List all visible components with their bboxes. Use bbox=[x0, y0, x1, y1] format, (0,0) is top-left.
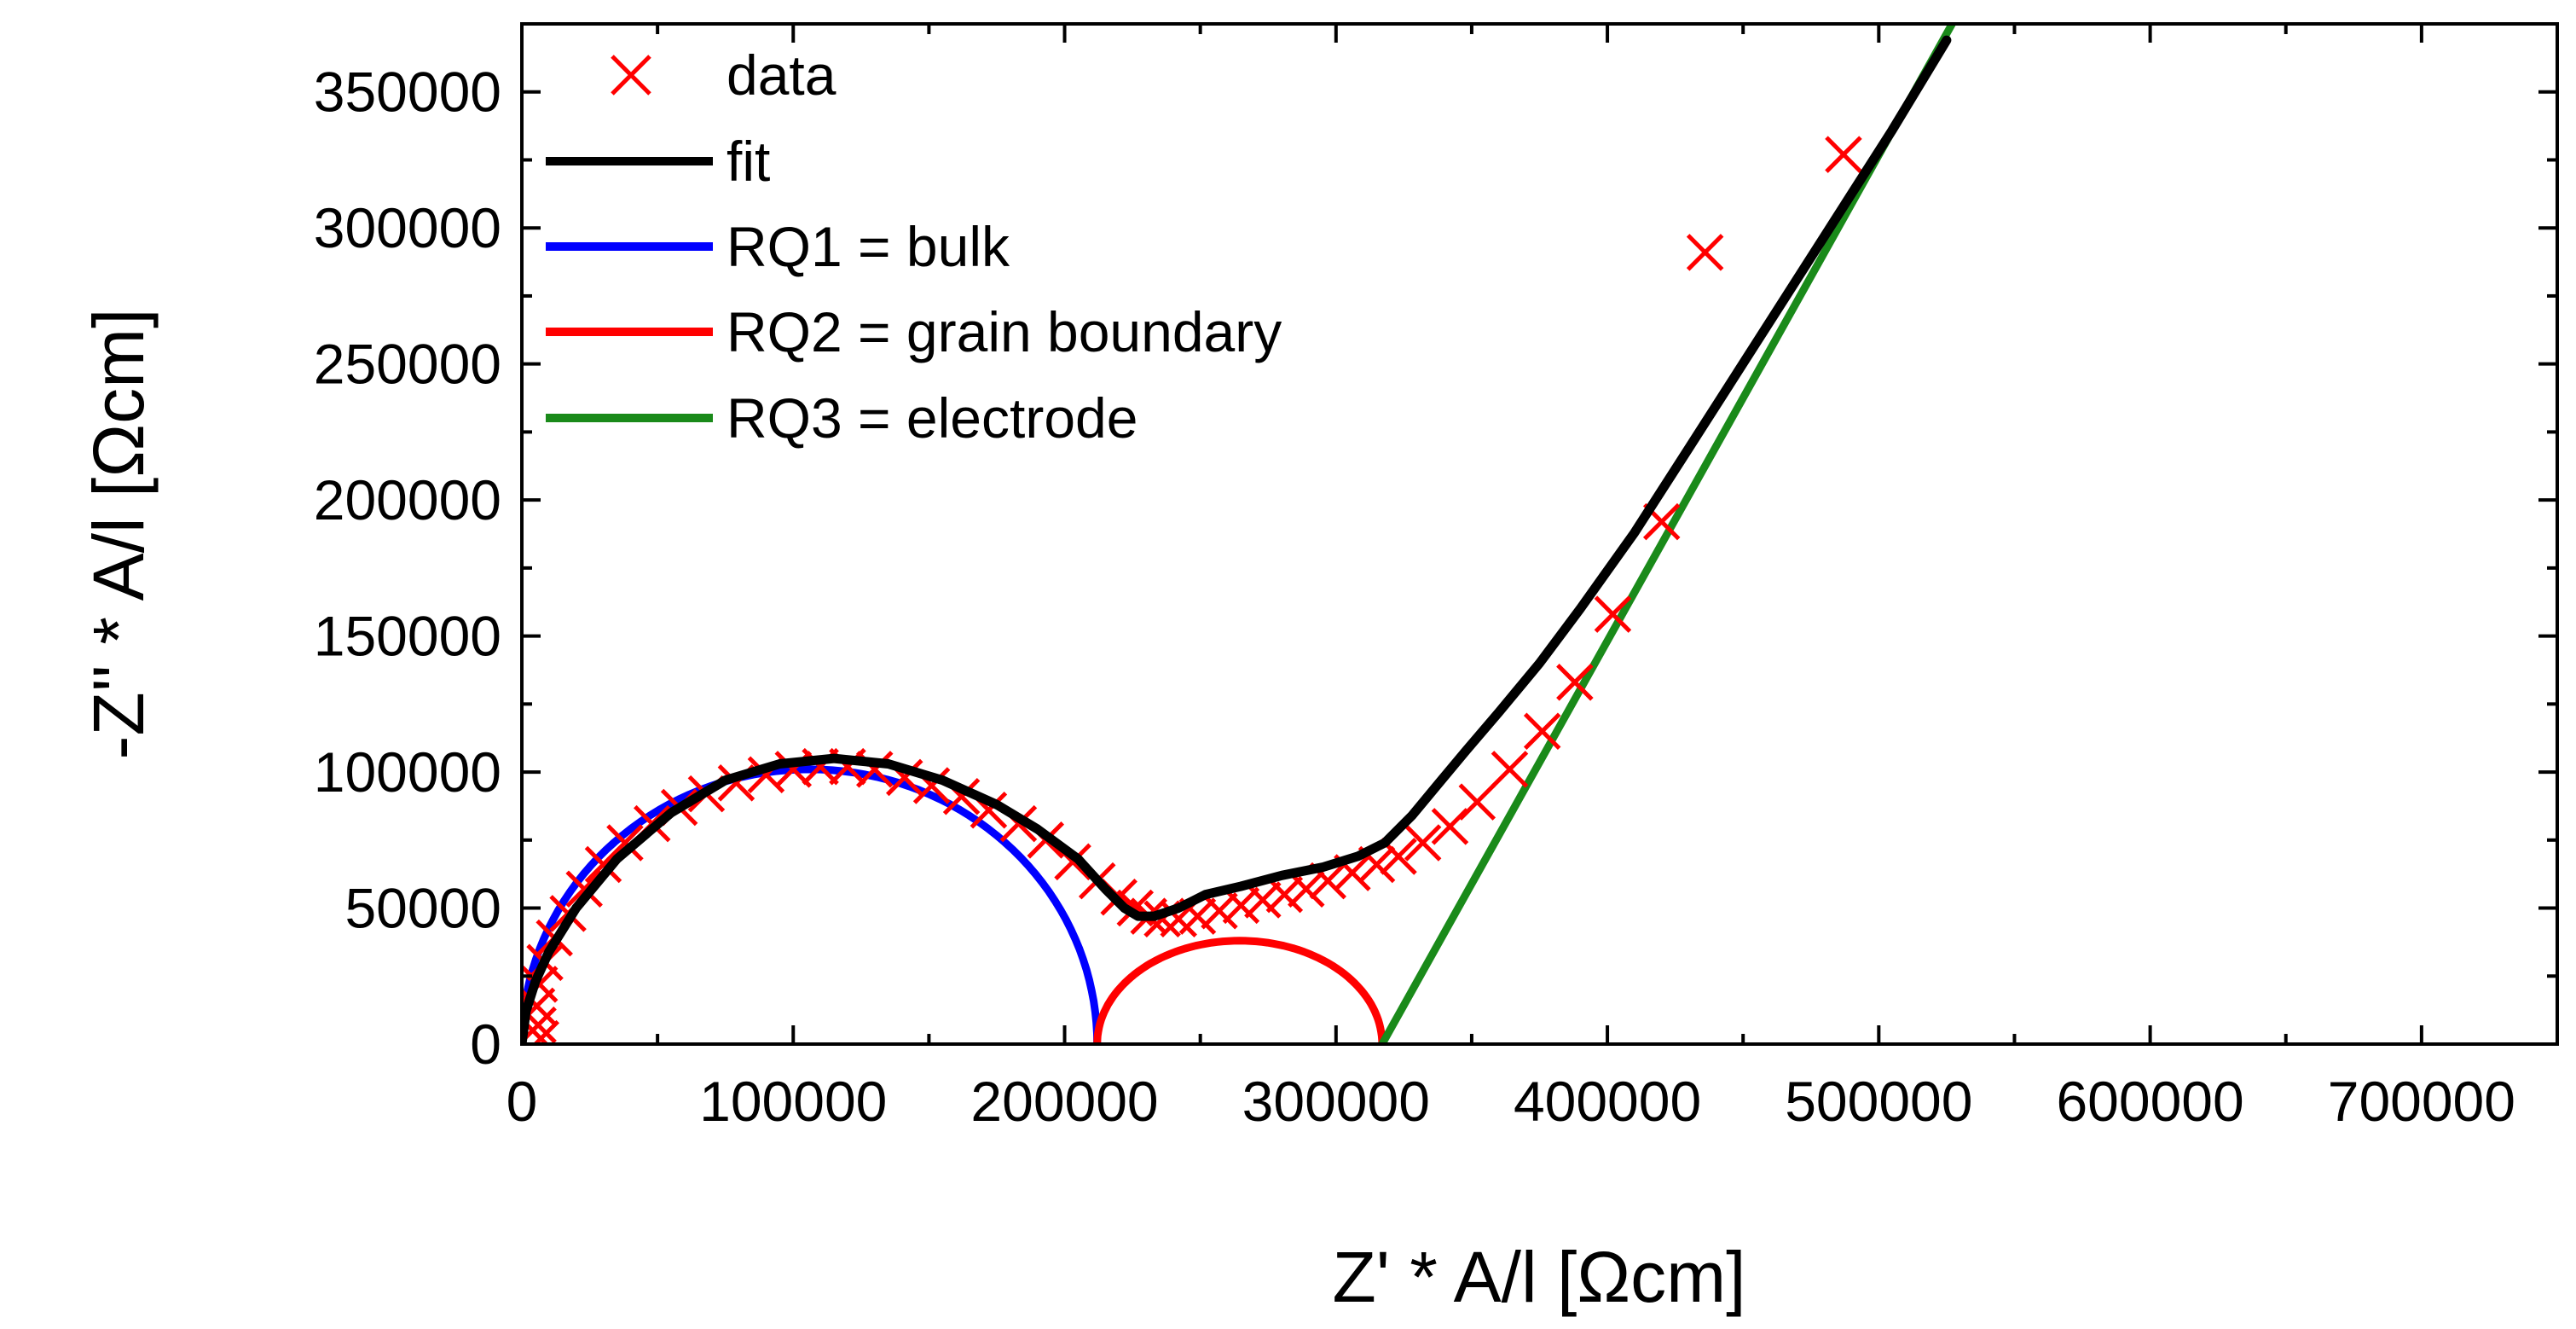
data-point bbox=[1491, 751, 1529, 788]
y-tick-label: 350000 bbox=[314, 61, 501, 124]
data-point bbox=[1523, 712, 1561, 750]
plot-frame bbox=[520, 22, 2559, 1046]
x-tick-label: 200000 bbox=[970, 1070, 1158, 1133]
x-tick-label: 300000 bbox=[1242, 1070, 1430, 1133]
x-tick-label: 500000 bbox=[1785, 1070, 1972, 1133]
legend-marker-data bbox=[611, 55, 651, 96]
x-axis-title: Z' * A/l [Ωcm] bbox=[1333, 1237, 1746, 1317]
y-axis-title: -Z'' * A/l [Ωcm] bbox=[78, 309, 159, 760]
legend-label: RQ2 = grain boundary bbox=[726, 300, 1282, 363]
x-tick-label: 0 bbox=[507, 1070, 538, 1133]
x-tick-label: 600000 bbox=[2056, 1070, 2243, 1133]
x-tick-label: 400000 bbox=[1514, 1070, 1701, 1133]
legend-label: RQ1 = bulk bbox=[726, 215, 1010, 278]
data-point bbox=[522, 1019, 560, 1044]
data-point bbox=[1594, 595, 1632, 633]
legend-label: fit bbox=[726, 130, 770, 193]
series-layer bbox=[522, 24, 1956, 1044]
y-tick-label: 250000 bbox=[314, 333, 501, 396]
data-point bbox=[1404, 824, 1442, 862]
data-point bbox=[1222, 886, 1260, 925]
legend: data fit RQ1 = bulk RQ2 = grain boundary RQ3… bbox=[546, 44, 1282, 450]
data-point bbox=[1458, 783, 1496, 821]
data-point bbox=[1288, 870, 1325, 908]
y-tick-label: 100000 bbox=[314, 740, 501, 804]
y-tick-label: 0 bbox=[470, 1013, 501, 1076]
data-point bbox=[1265, 875, 1304, 914]
data-point bbox=[606, 824, 644, 862]
y-axis: 0 50000 100000 150000 200000 250000 300000 3500… bbox=[314, 61, 2557, 1076]
data-point bbox=[1686, 234, 1724, 271]
legend-label: RQ3 = electrode bbox=[726, 386, 1137, 450]
data-point bbox=[1201, 891, 1238, 930]
data-point bbox=[1244, 881, 1282, 919]
series-line-fit bbox=[522, 35, 1952, 1044]
x-tick-label: 700000 bbox=[2328, 1070, 2515, 1133]
y-tick-label: 300000 bbox=[314, 196, 501, 259]
series-line-rq3 bbox=[1378, 24, 1956, 1044]
x-axis: 0 100000 200000 300000 400000 500000 600000 700… bbox=[507, 24, 2515, 1133]
y-tick-label: 200000 bbox=[314, 468, 501, 531]
legend-label: data bbox=[726, 44, 836, 107]
data-point bbox=[1825, 136, 1862, 173]
series-line-rq2 bbox=[1093, 937, 1386, 1044]
data-point bbox=[1556, 664, 1594, 701]
y-tick-label: 150000 bbox=[314, 605, 501, 668]
x-tick-label: 100000 bbox=[699, 1070, 887, 1133]
y-tick-label: 50000 bbox=[344, 877, 501, 940]
